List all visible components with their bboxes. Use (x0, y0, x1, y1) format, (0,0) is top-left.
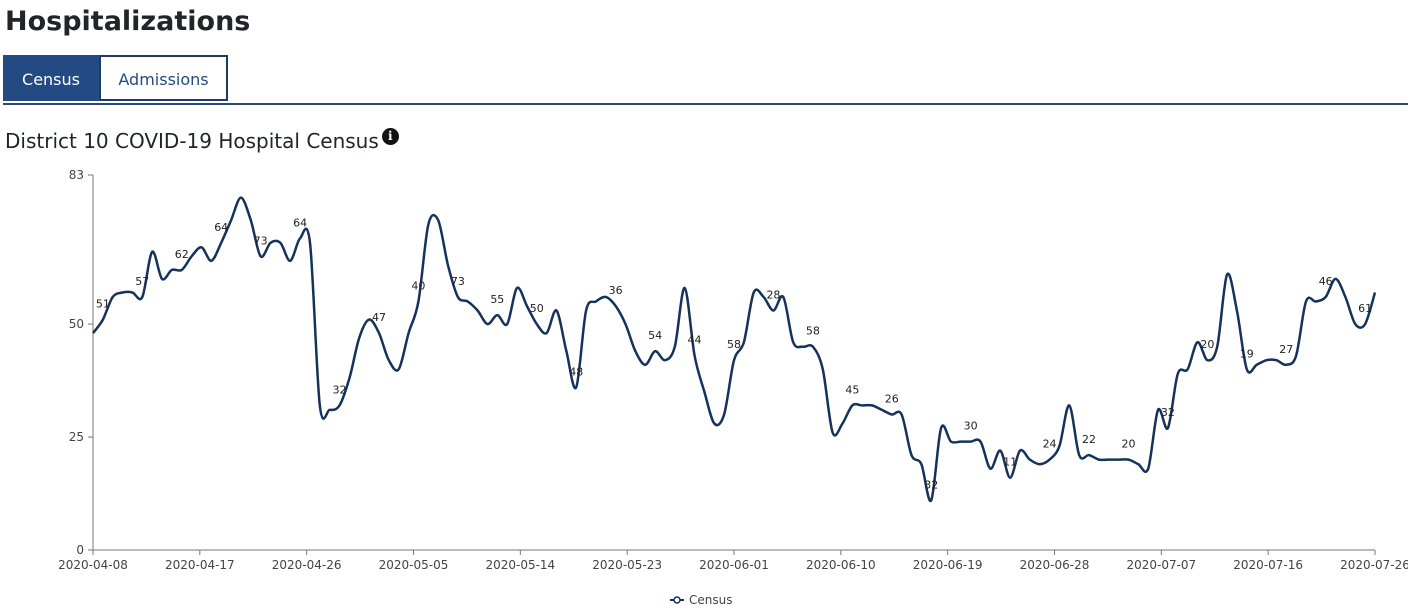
data-label: 30 (964, 420, 978, 433)
data-label: 19 (1240, 347, 1254, 360)
tab-bar: Census Admissions (3, 55, 1408, 105)
data-label: 22 (1082, 433, 1096, 446)
data-label: 73 (451, 275, 465, 288)
data-label: 28 (766, 289, 780, 302)
data-label: 55 (490, 293, 504, 306)
x-tick-label: 2020-07-07 (1126, 558, 1196, 572)
x-tick-label: 2020-05-23 (592, 558, 662, 572)
x-tick-label: 2020-05-14 (485, 558, 555, 572)
y-tick-label: 25 (69, 430, 84, 444)
x-tick-label: 2020-07-16 (1233, 558, 1303, 572)
data-label: 32 (924, 478, 938, 491)
data-label: 51 (96, 298, 110, 311)
chart-heading: District 10 COVID-19 Hospital Census i (5, 126, 399, 156)
data-label: 20 (1121, 438, 1135, 451)
x-tick-label: 2020-06-28 (1020, 558, 1090, 572)
data-label: 36 (609, 284, 623, 297)
data-label: 32 (1161, 406, 1175, 419)
data-label: 44 (688, 334, 702, 347)
data-label: 64 (214, 221, 228, 234)
data-label: 50 (530, 302, 544, 315)
data-label: 27 (1279, 343, 1293, 356)
data-label-layer: 51 57 62 64 73 64 32 47 40 73 55 50 48 36 54 44 58 28 58 45… (96, 160, 1408, 491)
data-label: 26 (885, 392, 899, 405)
x-tick-label: 2020-06-19 (913, 558, 983, 572)
series-layer (92, 196, 1377, 502)
data-label: 73 (254, 234, 268, 247)
data-label: 42 (1398, 160, 1408, 163)
data-label: 32 (333, 383, 347, 396)
data-label: 48 (569, 365, 583, 378)
census-series-line[interactable] (92, 196, 1377, 502)
info-icon[interactable]: i (381, 128, 399, 145)
data-label: 62 (175, 248, 189, 261)
y-tick-label: 50 (69, 317, 84, 331)
data-label: 64 (293, 216, 307, 229)
legend-marker (673, 596, 681, 604)
data-label: 11 (1003, 456, 1017, 469)
tab-census[interactable]: Census (3, 55, 99, 101)
x-tick-label: 2020-07-26 (1340, 558, 1408, 572)
data-label: 47 (372, 311, 386, 324)
x-tick-label: 2020-06-01 (699, 558, 769, 572)
data-label: 58 (806, 325, 820, 338)
data-label: 20 (1200, 338, 1214, 351)
data-label: 40 (411, 280, 425, 293)
x-tick-label: 2020-05-05 (379, 558, 449, 572)
data-label: 46 (1319, 275, 1333, 288)
x-tick-label: 2020-04-08 (58, 558, 128, 572)
legend[interactable]: Census (670, 593, 732, 607)
y-tick-label: 83 (69, 168, 84, 182)
chart-heading-text: District 10 COVID-19 Hospital Census (5, 129, 379, 153)
legend-label-census[interactable]: Census (689, 593, 732, 607)
x-tick-label: 2020-06-10 (806, 558, 876, 572)
data-label: 45 (845, 383, 859, 396)
data-label: 58 (727, 338, 741, 351)
page-title: Hospitalizations (5, 6, 251, 37)
x-tick-label: 2020-04-26 (272, 558, 342, 572)
data-label: 24 (1043, 438, 1057, 451)
data-label: 57 (135, 275, 149, 288)
tab-admissions[interactable]: Admissions (99, 55, 228, 101)
x-tick-label: 2020-04-17 (165, 558, 235, 572)
data-label: 54 (648, 329, 662, 342)
data-label: 61 (1358, 302, 1372, 315)
y-axis: 0 25 50 83 (69, 168, 94, 557)
x-axis: 2020-04-08 2020-04-17 2020-04-26 2020-05-05… (58, 549, 1408, 572)
y-tick-label: 0 (76, 543, 84, 557)
